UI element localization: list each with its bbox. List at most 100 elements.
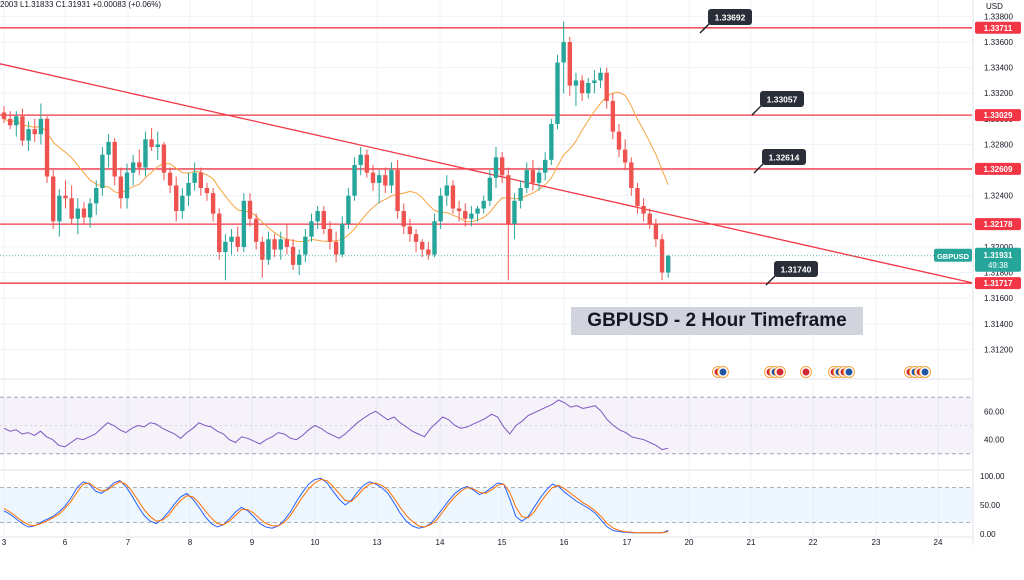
time-tick-label: 10 (311, 538, 320, 547)
candle-body (469, 213, 474, 219)
candle-body (506, 175, 511, 224)
candle-body (130, 162, 136, 173)
candle (51, 170, 56, 229)
candle (124, 163, 130, 209)
candle-body (383, 175, 388, 186)
candle-body (106, 141, 111, 155)
stochastic-pane (0, 477, 972, 534)
stoch-tick-label: 0.00 (980, 530, 996, 539)
candle-body (647, 213, 652, 224)
candle-body (340, 223, 345, 255)
candle (87, 198, 93, 228)
candle (266, 231, 271, 265)
candle-body (192, 172, 197, 183)
candle-body (57, 195, 62, 222)
candle (407, 218, 413, 242)
price-tick-label: 1.33600 (984, 38, 1013, 47)
candles[interactable] (1, 21, 671, 281)
candle-body (290, 246, 296, 265)
candle-body (370, 172, 376, 183)
candle (118, 167, 124, 209)
level-price-tag (975, 277, 1021, 290)
candle-body (395, 170, 400, 212)
candle-body (223, 241, 228, 253)
candle (536, 167, 542, 191)
rsi-tick-label: 60.00 (984, 407, 1005, 416)
timeframe-banner: GBPUSD - 2 Hour Timeframe (571, 307, 863, 335)
candle (247, 193, 253, 227)
grid (0, 0, 974, 545)
candle (370, 164, 376, 191)
level-price-tag (975, 162, 1021, 175)
candle-body (186, 182, 191, 196)
candle (543, 152, 548, 181)
candle-body (493, 157, 499, 178)
economic-events[interactable] (712, 366, 931, 378)
time-axis[interactable]: 3 6 7 8 9 10 13 14 15 16 17 20 21 22 23 24 (0, 536, 972, 547)
candle-body (456, 208, 462, 212)
candle (63, 180, 68, 209)
candle-body (217, 213, 222, 253)
candle (210, 188, 216, 222)
candle (137, 149, 142, 176)
candle-body (180, 195, 185, 212)
last-price-tag (975, 247, 1021, 272)
candle-body (94, 188, 99, 204)
candle-body (321, 211, 326, 229)
candle (14, 111, 19, 137)
candle (284, 223, 290, 255)
candle-body (7, 118, 13, 126)
candle-body (659, 239, 665, 273)
candle (567, 36, 572, 96)
candle (653, 218, 659, 247)
candle (469, 205, 474, 227)
candle (592, 70, 597, 94)
candle-body (100, 154, 105, 189)
stoch-d-line (3, 478, 669, 534)
candle-body (561, 42, 566, 63)
candle (616, 123, 622, 158)
price-tick-label: 1.31600 (984, 294, 1013, 303)
rsi-tick-label: 40.00 (984, 436, 1005, 445)
candle-body (364, 154, 370, 173)
candle-body (161, 144, 167, 173)
candle (555, 54, 560, 130)
candle-body (573, 80, 579, 86)
candle-body (598, 72, 603, 81)
candle (346, 188, 351, 229)
horizontal-levels (0, 27, 972, 284)
candle (106, 134, 111, 168)
callout-label: 1.33692 (715, 13, 746, 23)
time-tick-label: 20 (685, 538, 694, 547)
time-tick-label: 8 (188, 538, 193, 547)
candle-body (272, 239, 277, 250)
candle (333, 231, 339, 263)
event-flag-fill (921, 368, 929, 376)
candle (622, 139, 628, 171)
time-tick-label: 6 (63, 538, 68, 547)
candle (635, 182, 640, 214)
candle (395, 159, 400, 219)
event-flag-fill (845, 368, 853, 376)
candle (161, 141, 167, 181)
candle-body (622, 149, 628, 163)
candle (272, 234, 277, 258)
level-price-tag (975, 218, 1021, 231)
candle-body (635, 188, 640, 206)
candle (506, 167, 511, 281)
level-price-label: 1.32178 (984, 220, 1013, 229)
candle (512, 193, 517, 240)
candle-body (512, 200, 517, 224)
candle-body (666, 255, 671, 273)
candle (174, 176, 179, 222)
candle-body (118, 176, 124, 199)
candle (666, 254, 671, 278)
candle (641, 198, 646, 222)
price-axis[interactable]: 1.338001.336001.334001.332001.330001.328… (0, 12, 1021, 539)
candle (629, 157, 634, 196)
stoch-tick-label: 100.00 (980, 472, 1005, 481)
candle-body (167, 172, 173, 186)
candle (112, 138, 117, 186)
